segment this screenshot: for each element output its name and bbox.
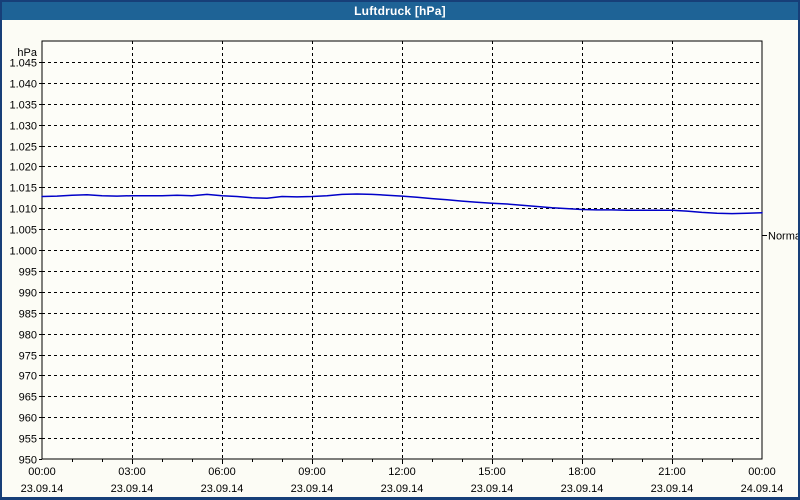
x-tick-date-label: 23.09.14 [21,483,64,495]
y-axis-unit-label: hPa [17,47,37,59]
x-tick-time-label: 06:00 [208,466,236,478]
y-tick-label: 1.040 [9,79,37,91]
x-tick-time-label: 15:00 [478,466,506,478]
x-tick-time-label: 09:00 [298,466,326,478]
y-tick-label: 975 [19,351,37,363]
x-tick-time-label: 03:00 [118,466,146,478]
x-tick-time-label: 00:00 [28,466,56,478]
normal-marker-label: Normal [768,231,800,243]
x-tick-date-label: 24.09.14 [741,483,784,495]
x-tick-date-label: 23.09.14 [651,483,694,495]
y-tick-label: 965 [19,392,37,404]
x-tick-date-label: 23.09.14 [291,483,334,495]
x-tick-time-label: 21:00 [658,466,686,478]
y-tick-label: 950 [19,455,37,467]
y-tick-label: 985 [19,309,37,321]
x-tick-date-label: 23.09.14 [381,483,424,495]
y-tick-label: 990 [19,288,37,300]
y-tick-label: 955 [19,434,37,446]
x-tick-date-label: 23.09.14 [111,483,154,495]
y-tick-label: 1.010 [9,204,37,216]
y-tick-label: 960 [19,413,37,425]
chart-title: Luftdruck [hPa] [354,4,446,18]
y-tick-label: 1.025 [9,142,37,154]
y-tick-label: 970 [19,371,37,383]
y-tick-label: 1.015 [9,183,37,195]
y-tick-label: 1.035 [9,100,37,112]
x-tick-date-label: 23.09.14 [561,483,604,495]
y-tick-label: 1.005 [9,225,37,237]
y-tick-label: 1.020 [9,162,37,174]
y-tick-label: 1.030 [9,121,37,133]
y-tick-label: 995 [19,267,37,279]
x-tick-date-label: 23.09.14 [471,483,514,495]
y-tick-label: 1.045 [9,58,37,70]
x-tick-time-label: 18:00 [568,466,596,478]
y-tick-label: 980 [19,330,37,342]
pressure-data-line [41,193,763,215]
x-tick-time-label: 00:00 [748,466,776,478]
x-tick-time-label: 12:00 [388,466,416,478]
y-tick-label: 1.000 [9,246,37,258]
x-tick-date-label: 23.09.14 [201,483,244,495]
chart-title-bar: Luftdruck [hPa] [0,0,800,20]
